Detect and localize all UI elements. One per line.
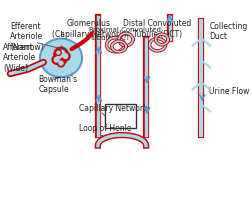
Circle shape: [55, 49, 62, 56]
Circle shape: [51, 54, 62, 65]
Text: Loop of Henle: Loop of Henle: [79, 124, 131, 133]
Text: Collecting
Duct: Collecting Duct: [209, 22, 247, 41]
Text: Distal Convoluted
Tubule (DCT): Distal Convoluted Tubule (DCT): [123, 19, 192, 39]
Ellipse shape: [40, 39, 82, 77]
Bar: [105, 104, 137, 128]
Text: Bowman's
Capsule: Bowman's Capsule: [38, 75, 77, 94]
Circle shape: [58, 61, 64, 66]
Circle shape: [60, 51, 71, 61]
Circle shape: [56, 50, 66, 59]
Circle shape: [60, 57, 67, 64]
Circle shape: [56, 50, 60, 55]
Circle shape: [54, 57, 60, 63]
Text: Proximal Convoluted
Tubule (PCT): Proximal Convoluted Tubule (PCT): [89, 27, 161, 41]
Circle shape: [53, 46, 69, 62]
Text: Capillary Network: Capillary Network: [79, 104, 147, 113]
Text: Afferent
Arteriole
(Wide): Afferent Arteriole (Wide): [3, 43, 36, 73]
Text: Glomerulus
(Capillary Network): Glomerulus (Capillary Network): [52, 19, 127, 39]
Text: Urine Flow: Urine Flow: [209, 87, 250, 96]
Circle shape: [62, 53, 69, 59]
Circle shape: [57, 59, 66, 68]
Text: Efferent
Arteriole
(Narrow): Efferent Arteriole (Narrow): [10, 22, 44, 52]
